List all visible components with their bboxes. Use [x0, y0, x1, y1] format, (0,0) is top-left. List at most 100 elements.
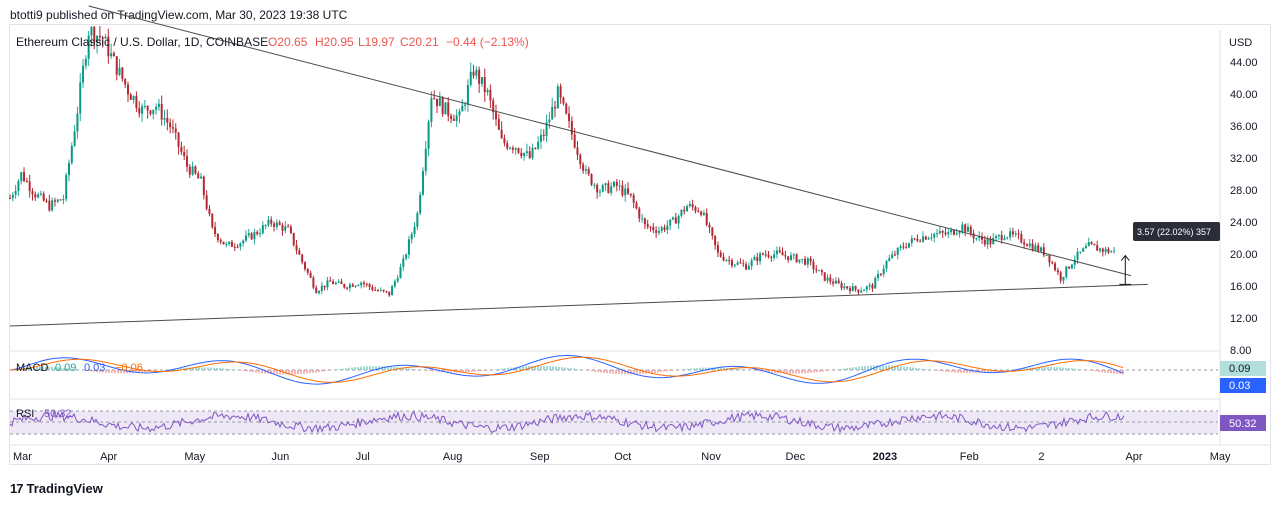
candle-body [452, 118, 455, 121]
candle-body [725, 259, 728, 261]
signal-last-badge [1220, 378, 1266, 393]
candle-body [115, 56, 118, 75]
candle-body [67, 162, 70, 176]
candle-body [964, 224, 967, 232]
candle-body [374, 289, 377, 291]
candle-body [410, 233, 413, 240]
candle-body [436, 98, 439, 107]
candle-body [354, 285, 357, 287]
candle-body [343, 284, 346, 288]
candle-body [416, 213, 419, 227]
candle-body [865, 286, 868, 290]
candle-body [132, 96, 135, 100]
candle-body [250, 233, 253, 240]
macd-last-value: 0.09 [1229, 363, 1250, 375]
candle-body [76, 113, 79, 132]
candle-body [461, 105, 464, 112]
candle-body [832, 281, 835, 284]
candle-body [500, 129, 503, 139]
candle-body [621, 185, 624, 196]
candle-body [936, 233, 939, 235]
tradingview-logo-icon: 17 [10, 481, 24, 496]
candle-body [820, 270, 823, 273]
measure-arrowhead [1120, 254, 1130, 261]
candle-body [242, 240, 245, 244]
candle-body [657, 230, 660, 233]
candle-body [1104, 248, 1107, 252]
candle-body [840, 283, 843, 289]
brand-footer[interactable]: 17 TradingView [10, 481, 103, 496]
candle-body [677, 215, 680, 224]
candle-body [638, 208, 641, 219]
candle-body [239, 243, 242, 247]
candle-body [680, 209, 683, 216]
candle-body [303, 262, 306, 269]
candle-body [388, 291, 391, 296]
candle-body [1020, 234, 1023, 243]
candle-body [708, 224, 711, 228]
candle-body [787, 256, 790, 261]
candle-body [332, 281, 335, 285]
candle-body [287, 226, 290, 228]
candle-body [520, 152, 523, 157]
candle-body [228, 241, 231, 244]
candle-body [784, 255, 787, 257]
candle-body [596, 184, 599, 193]
candle-body [1101, 248, 1104, 252]
candle-body [160, 103, 163, 120]
candle-body [902, 246, 905, 248]
candle-body [694, 207, 697, 212]
candle-body [730, 260, 733, 266]
candle-body [489, 89, 492, 101]
x-tick-label: 2023 [873, 451, 897, 463]
candle-body [104, 36, 107, 39]
candle-body [424, 148, 427, 172]
candle-body [983, 239, 986, 245]
candle-body [320, 285, 323, 291]
candle-body [975, 238, 978, 240]
descending-resistance-line [88, 5, 1132, 277]
candle-body [90, 27, 93, 36]
candle-body [362, 282, 365, 284]
candle-body [236, 246, 239, 248]
y-tick-label: 16.00 [1230, 281, 1258, 293]
candle-body [70, 145, 73, 163]
candle-body [947, 232, 950, 235]
candle-body [466, 85, 469, 105]
ohlc-change: −0.44 (−2.13%) [446, 35, 529, 49]
candle-body [1003, 238, 1006, 240]
candle-body [981, 236, 984, 240]
candle-body [868, 284, 871, 287]
candle-body [1090, 242, 1093, 245]
candle-body [848, 288, 851, 292]
candle-body [1045, 254, 1048, 256]
candle-body [1054, 263, 1057, 271]
candle-body [863, 289, 866, 291]
candle-body [28, 181, 31, 192]
rsi-last-badge [1220, 415, 1266, 431]
candle-body [655, 230, 658, 233]
candle-body [1062, 276, 1065, 281]
candle-body [573, 134, 576, 148]
candle-body [854, 286, 857, 290]
candle-body [340, 281, 343, 285]
candle-body [169, 122, 172, 128]
candle-body [933, 233, 936, 238]
candle-body [233, 246, 236, 248]
candle-body [789, 255, 792, 261]
candle-body [405, 254, 408, 259]
candle-body [702, 212, 705, 215]
y-tick-label: 36.00 [1230, 121, 1258, 133]
candle-body [34, 194, 37, 198]
candle-body [191, 166, 194, 175]
candle-body [495, 112, 498, 120]
candle-body [542, 134, 545, 137]
x-tick-label: Dec [786, 451, 806, 463]
candle-body [582, 164, 585, 171]
x-tick-label: Mar [13, 451, 32, 463]
candle-body [927, 238, 930, 240]
candle-body [545, 122, 548, 137]
rsi-pane [9, 409, 1218, 435]
candle-body [62, 198, 65, 201]
